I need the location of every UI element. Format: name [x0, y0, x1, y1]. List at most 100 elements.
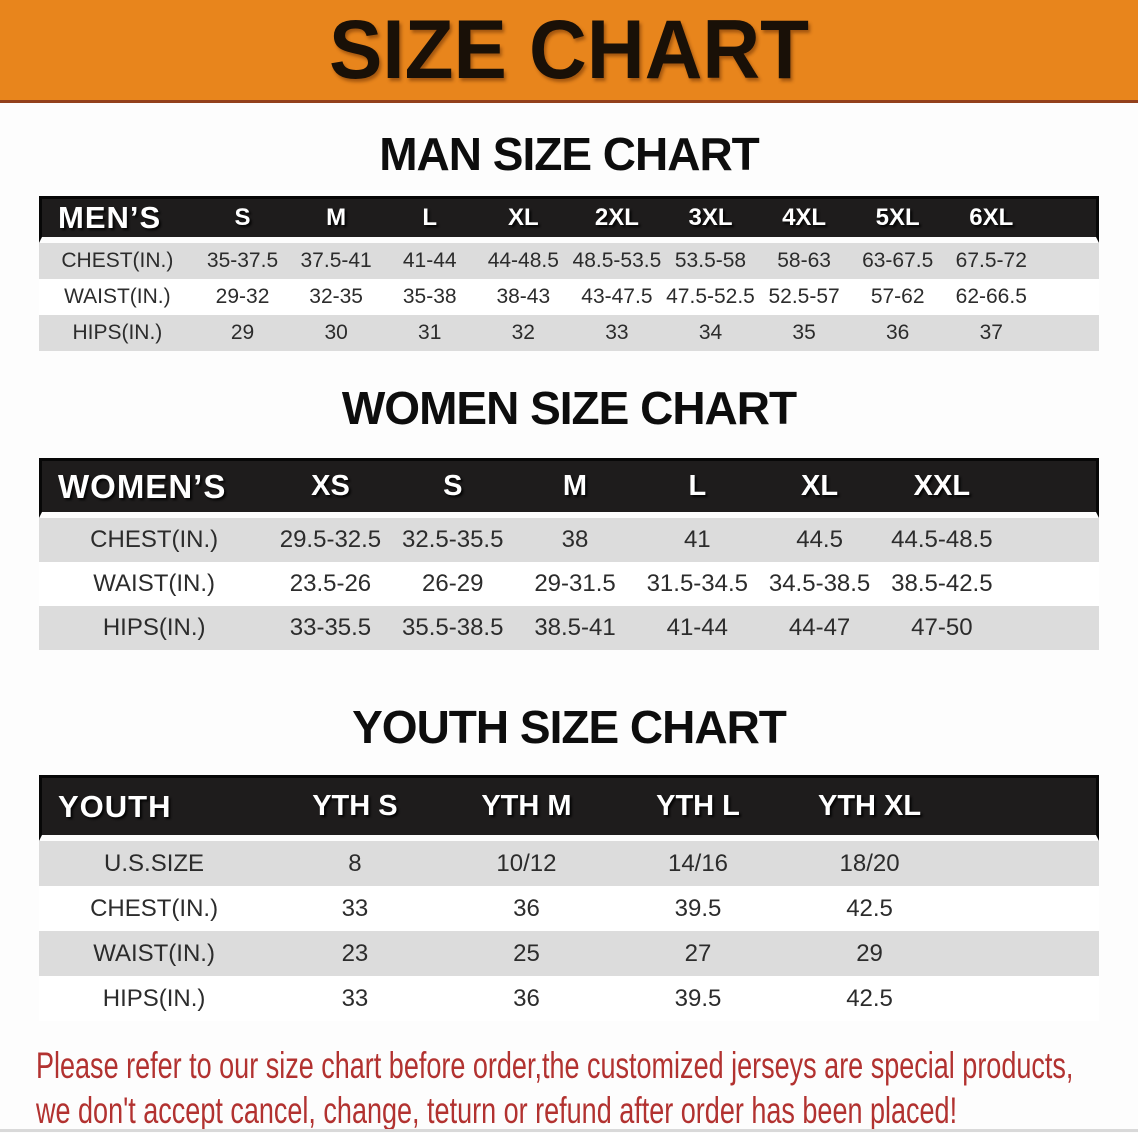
measurement-value: 31.5-34.5 [636, 562, 759, 606]
measurement-value: 29 [783, 931, 956, 976]
size-column-header: XL [476, 196, 571, 243]
measurement-value: 48.5-53.5 [570, 243, 664, 279]
measurement-label: WAIST(IN.) [39, 279, 196, 315]
measurement-value: 29-31.5 [513, 562, 637, 606]
measurement-label: HIPS(IN.) [39, 606, 270, 650]
measurement-value: 47-50 [880, 606, 1003, 650]
measurement-value: 34.5-38.5 [758, 562, 881, 606]
spacer-cell [955, 841, 1099, 886]
measurement-value: 44.5 [758, 518, 881, 562]
measurement-label: CHEST(IN.) [39, 886, 270, 931]
size-table-header-row: MEN’S S M L XL 2XL 3XL 4XL 5XL 6XL [39, 196, 1099, 243]
measurement-value: 38-43 [476, 279, 571, 315]
table-category-label: YOUTH [39, 775, 270, 841]
measurement-value: 25 [440, 931, 613, 976]
measurement-value: 58-63 [757, 243, 851, 279]
measurement-row: HIPS(IN.) 33-35.5 35.5-38.5 38.5-41 41-44 44-… [39, 606, 1099, 650]
measurement-label: HIPS(IN.) [39, 315, 196, 351]
measurement-value: 35.5-38.5 [391, 606, 514, 650]
banner-title: SIZE CHART [329, 3, 809, 96]
disclaimer-line-1: Please refer to our size chart before or… [36, 1045, 1074, 1086]
measurement-value: 52.5-57 [757, 279, 851, 315]
measurement-value: 44-48.5 [476, 243, 571, 279]
order-disclaimer-note: Please refer to our size chart before or… [36, 1043, 1138, 1133]
measurement-row: WAIST(IN.) 23 25 27 29 [39, 931, 1099, 976]
measurement-value: 38.5-41 [513, 606, 637, 650]
measurement-value: 26-29 [391, 562, 514, 606]
measurement-value: 37.5-41 [289, 243, 383, 279]
measurement-label: WAIST(IN.) [39, 562, 270, 606]
youth-size-chart-heading: YOUTH SIZE CHART [352, 701, 787, 753]
measurement-value: 38 [513, 518, 637, 562]
size-column-header: M [513, 458, 637, 518]
size-column-header: S [391, 458, 514, 518]
size-chart-banner: SIZE CHART [0, 0, 1138, 103]
spacer-cell [955, 886, 1099, 931]
measurement-row: CHEST(IN.) 35-37.5 37.5-41 41-44 44-48.5 48.5… [39, 243, 1099, 279]
size-column-header: YTH S [269, 775, 441, 841]
measurement-value: 53.5-58 [663, 243, 758, 279]
size-column-header: YTH M [440, 775, 613, 841]
measurement-row: WAIST(IN.) 29-32 32-35 35-38 38-43 43-47.5 47.… [39, 279, 1099, 315]
spacer-cell [1003, 458, 1099, 518]
measurement-label: U.S.SIZE [39, 841, 270, 886]
size-column-header: S [195, 196, 290, 243]
size-column-header: 5XL [850, 196, 945, 243]
measurement-value: 41-44 [636, 606, 759, 650]
measurement-row: CHEST(IN.) 29.5-32.5 32.5-35.5 38 41 44.5 44.5… [39, 518, 1099, 562]
size-column-header: XS [269, 458, 392, 518]
measurement-value: 41 [636, 518, 759, 562]
measurement-value: 42.5 [783, 886, 956, 931]
measurement-value: 30 [289, 315, 383, 351]
measurement-value: 62-66.5 [944, 279, 1039, 315]
measurement-value: 33 [269, 976, 441, 1021]
measurement-value: 34 [663, 315, 758, 351]
measurement-value: 43-47.5 [570, 279, 664, 315]
measurement-value: 18/20 [783, 841, 956, 886]
measurement-row: HIPS(IN.) 29 30 31 32 33 34 35 36 37 [39, 315, 1099, 351]
measurement-row: CHEST(IN.) 33 36 39.5 42.5 [39, 886, 1099, 931]
measurement-value: 8 [269, 841, 441, 886]
measurement-value: 47.5-52.5 [663, 279, 758, 315]
size-table-header-row: WOMEN’S XS S M L XL XXL [39, 458, 1099, 518]
measurement-value: 31 [382, 315, 477, 351]
measurement-value: 44.5-48.5 [880, 518, 1003, 562]
measurement-value: 29 [195, 315, 290, 351]
measurement-value: 29.5-32.5 [269, 518, 392, 562]
measurement-value: 44-47 [758, 606, 881, 650]
table-category-label: WOMEN’S [39, 458, 270, 518]
measurement-value: 32-35 [289, 279, 383, 315]
disclaimer-line-2: we don't accept cancel, change, teturn o… [36, 1090, 958, 1131]
size-column-header: YTH XL [783, 775, 956, 841]
size-column-header: 4XL [757, 196, 851, 243]
spacer-cell [1038, 243, 1099, 279]
spacer-cell [1038, 315, 1099, 351]
measurement-value: 35-38 [382, 279, 477, 315]
measurement-value: 39.5 [612, 886, 784, 931]
measurement-value: 36 [440, 976, 613, 1021]
youth-size-table: YOUTH YTH S YTH M YTH L YTH XL U.S.SIZE 8 10/12… [39, 775, 1099, 1021]
measurement-value: 67.5-72 [944, 243, 1039, 279]
man-size-chart-heading: MAN SIZE CHART [379, 128, 760, 180]
spacer-cell [1038, 196, 1099, 243]
spacer-cell [955, 976, 1099, 1021]
spacer-cell [1003, 562, 1099, 606]
spacer-cell [1003, 606, 1099, 650]
measurement-value: 23 [269, 931, 441, 976]
measurement-value: 39.5 [612, 976, 784, 1021]
measurement-value: 27 [612, 931, 784, 976]
measurement-value: 32.5-35.5 [391, 518, 514, 562]
size-column-header: 2XL [570, 196, 664, 243]
women-size-table: WOMEN’S XS S M L XL XXL CHEST(IN.) 29.5-32.5 32.5… [39, 458, 1099, 650]
size-column-header: 6XL [944, 196, 1039, 243]
measurement-value: 57-62 [850, 279, 945, 315]
measurement-label: HIPS(IN.) [39, 976, 270, 1021]
measurement-value: 33-35.5 [269, 606, 392, 650]
measurement-value: 10/12 [440, 841, 613, 886]
measurement-value: 37 [944, 315, 1039, 351]
measurement-value: 23.5-26 [269, 562, 392, 606]
men-size-table: MEN’S S M L XL 2XL 3XL 4XL 5XL 6XL CHEST(IN.) 35-37… [39, 196, 1099, 351]
measurement-value: 41-44 [382, 243, 477, 279]
size-column-header: XXL [880, 458, 1003, 518]
table-category-label: MEN’S [39, 196, 196, 243]
